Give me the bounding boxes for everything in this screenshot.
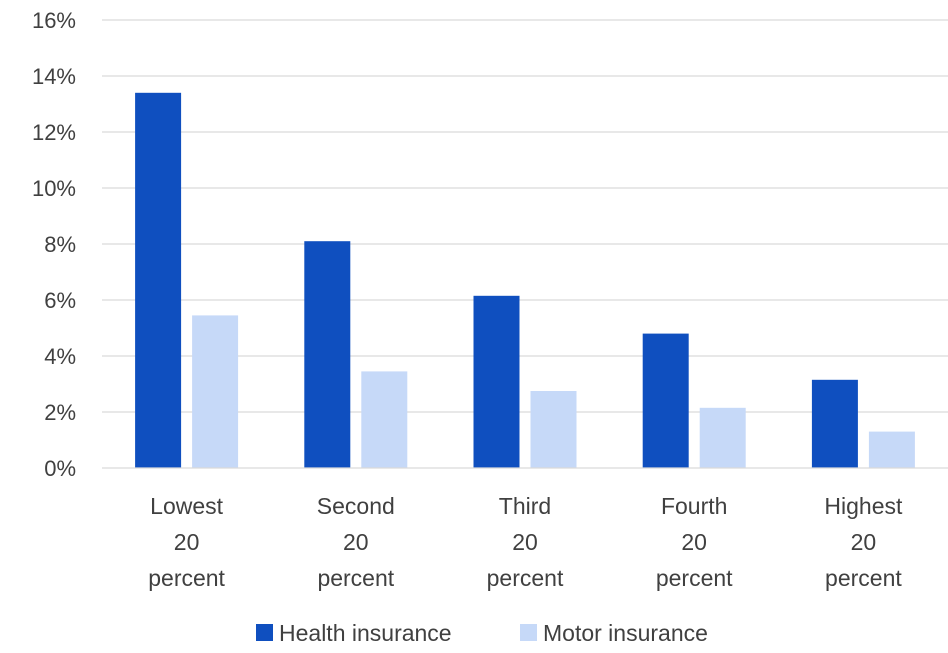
legend-label: Motor insurance xyxy=(543,620,708,646)
x-category-label-line: 20 xyxy=(174,529,200,555)
y-tick-label: 10% xyxy=(32,176,76,201)
legend-label: Health insurance xyxy=(279,620,452,646)
bar-motor-insurance xyxy=(192,315,239,468)
bar-health-insurance xyxy=(642,333,689,468)
x-category-label-line: percent xyxy=(487,565,564,591)
x-category-label-line: Third xyxy=(499,493,551,519)
x-category-label-line: percent xyxy=(317,565,394,591)
x-category-label-line: percent xyxy=(148,565,225,591)
x-category-label-line: 20 xyxy=(681,529,707,555)
y-tick-label: 0% xyxy=(44,456,76,481)
x-category-label-line: Fourth xyxy=(661,493,727,519)
x-category-label-line: 20 xyxy=(343,529,369,555)
legend-swatch xyxy=(256,624,273,641)
legend: Health insurance Motor insurance xyxy=(256,620,708,646)
x-category-label: Third 20 percent xyxy=(487,493,564,591)
legend-swatch xyxy=(520,624,537,641)
x-category-label: Lowest 20 percent xyxy=(148,493,225,591)
bar-motor-insurance xyxy=(361,371,408,468)
x-category-label: Highest 20 percent xyxy=(824,493,903,591)
x-axis-categories: Lowest 20 percent Second 20 percent Third 20 per… xyxy=(148,493,903,591)
x-category-label-line: Highest xyxy=(824,493,903,519)
bar-health-insurance xyxy=(304,241,351,468)
y-tick-label: 12% xyxy=(32,120,76,145)
x-category-label: Fourth 20 percent xyxy=(656,493,733,591)
y-tick-label: 6% xyxy=(44,288,76,313)
y-tick-label: 4% xyxy=(44,344,76,369)
bars xyxy=(135,92,915,469)
x-category-label-line: Second xyxy=(317,493,395,519)
bar-health-insurance xyxy=(811,379,858,468)
x-category-label-line: Lowest xyxy=(150,493,223,519)
x-category-label-line: percent xyxy=(825,565,902,591)
x-category-label-line: percent xyxy=(656,565,733,591)
bar-motor-insurance xyxy=(530,391,577,468)
gridlines xyxy=(102,19,948,413)
y-tick-label: 16% xyxy=(32,8,76,33)
y-tick-label: 8% xyxy=(44,232,76,257)
bar-motor-insurance xyxy=(868,431,915,468)
x-category-label-line: 20 xyxy=(851,529,877,555)
y-tick-label: 14% xyxy=(32,64,76,89)
bar-health-insurance xyxy=(135,92,182,469)
y-axis-ticks: 0% 2% 4% 6% 8% 10% 12% 14% 16% xyxy=(32,8,76,481)
x-category-label: Second 20 percent xyxy=(317,493,395,591)
bar-health-insurance xyxy=(473,295,520,468)
y-tick-label: 2% xyxy=(44,400,76,425)
bar-motor-insurance xyxy=(699,407,746,468)
x-category-label-line: 20 xyxy=(512,529,538,555)
